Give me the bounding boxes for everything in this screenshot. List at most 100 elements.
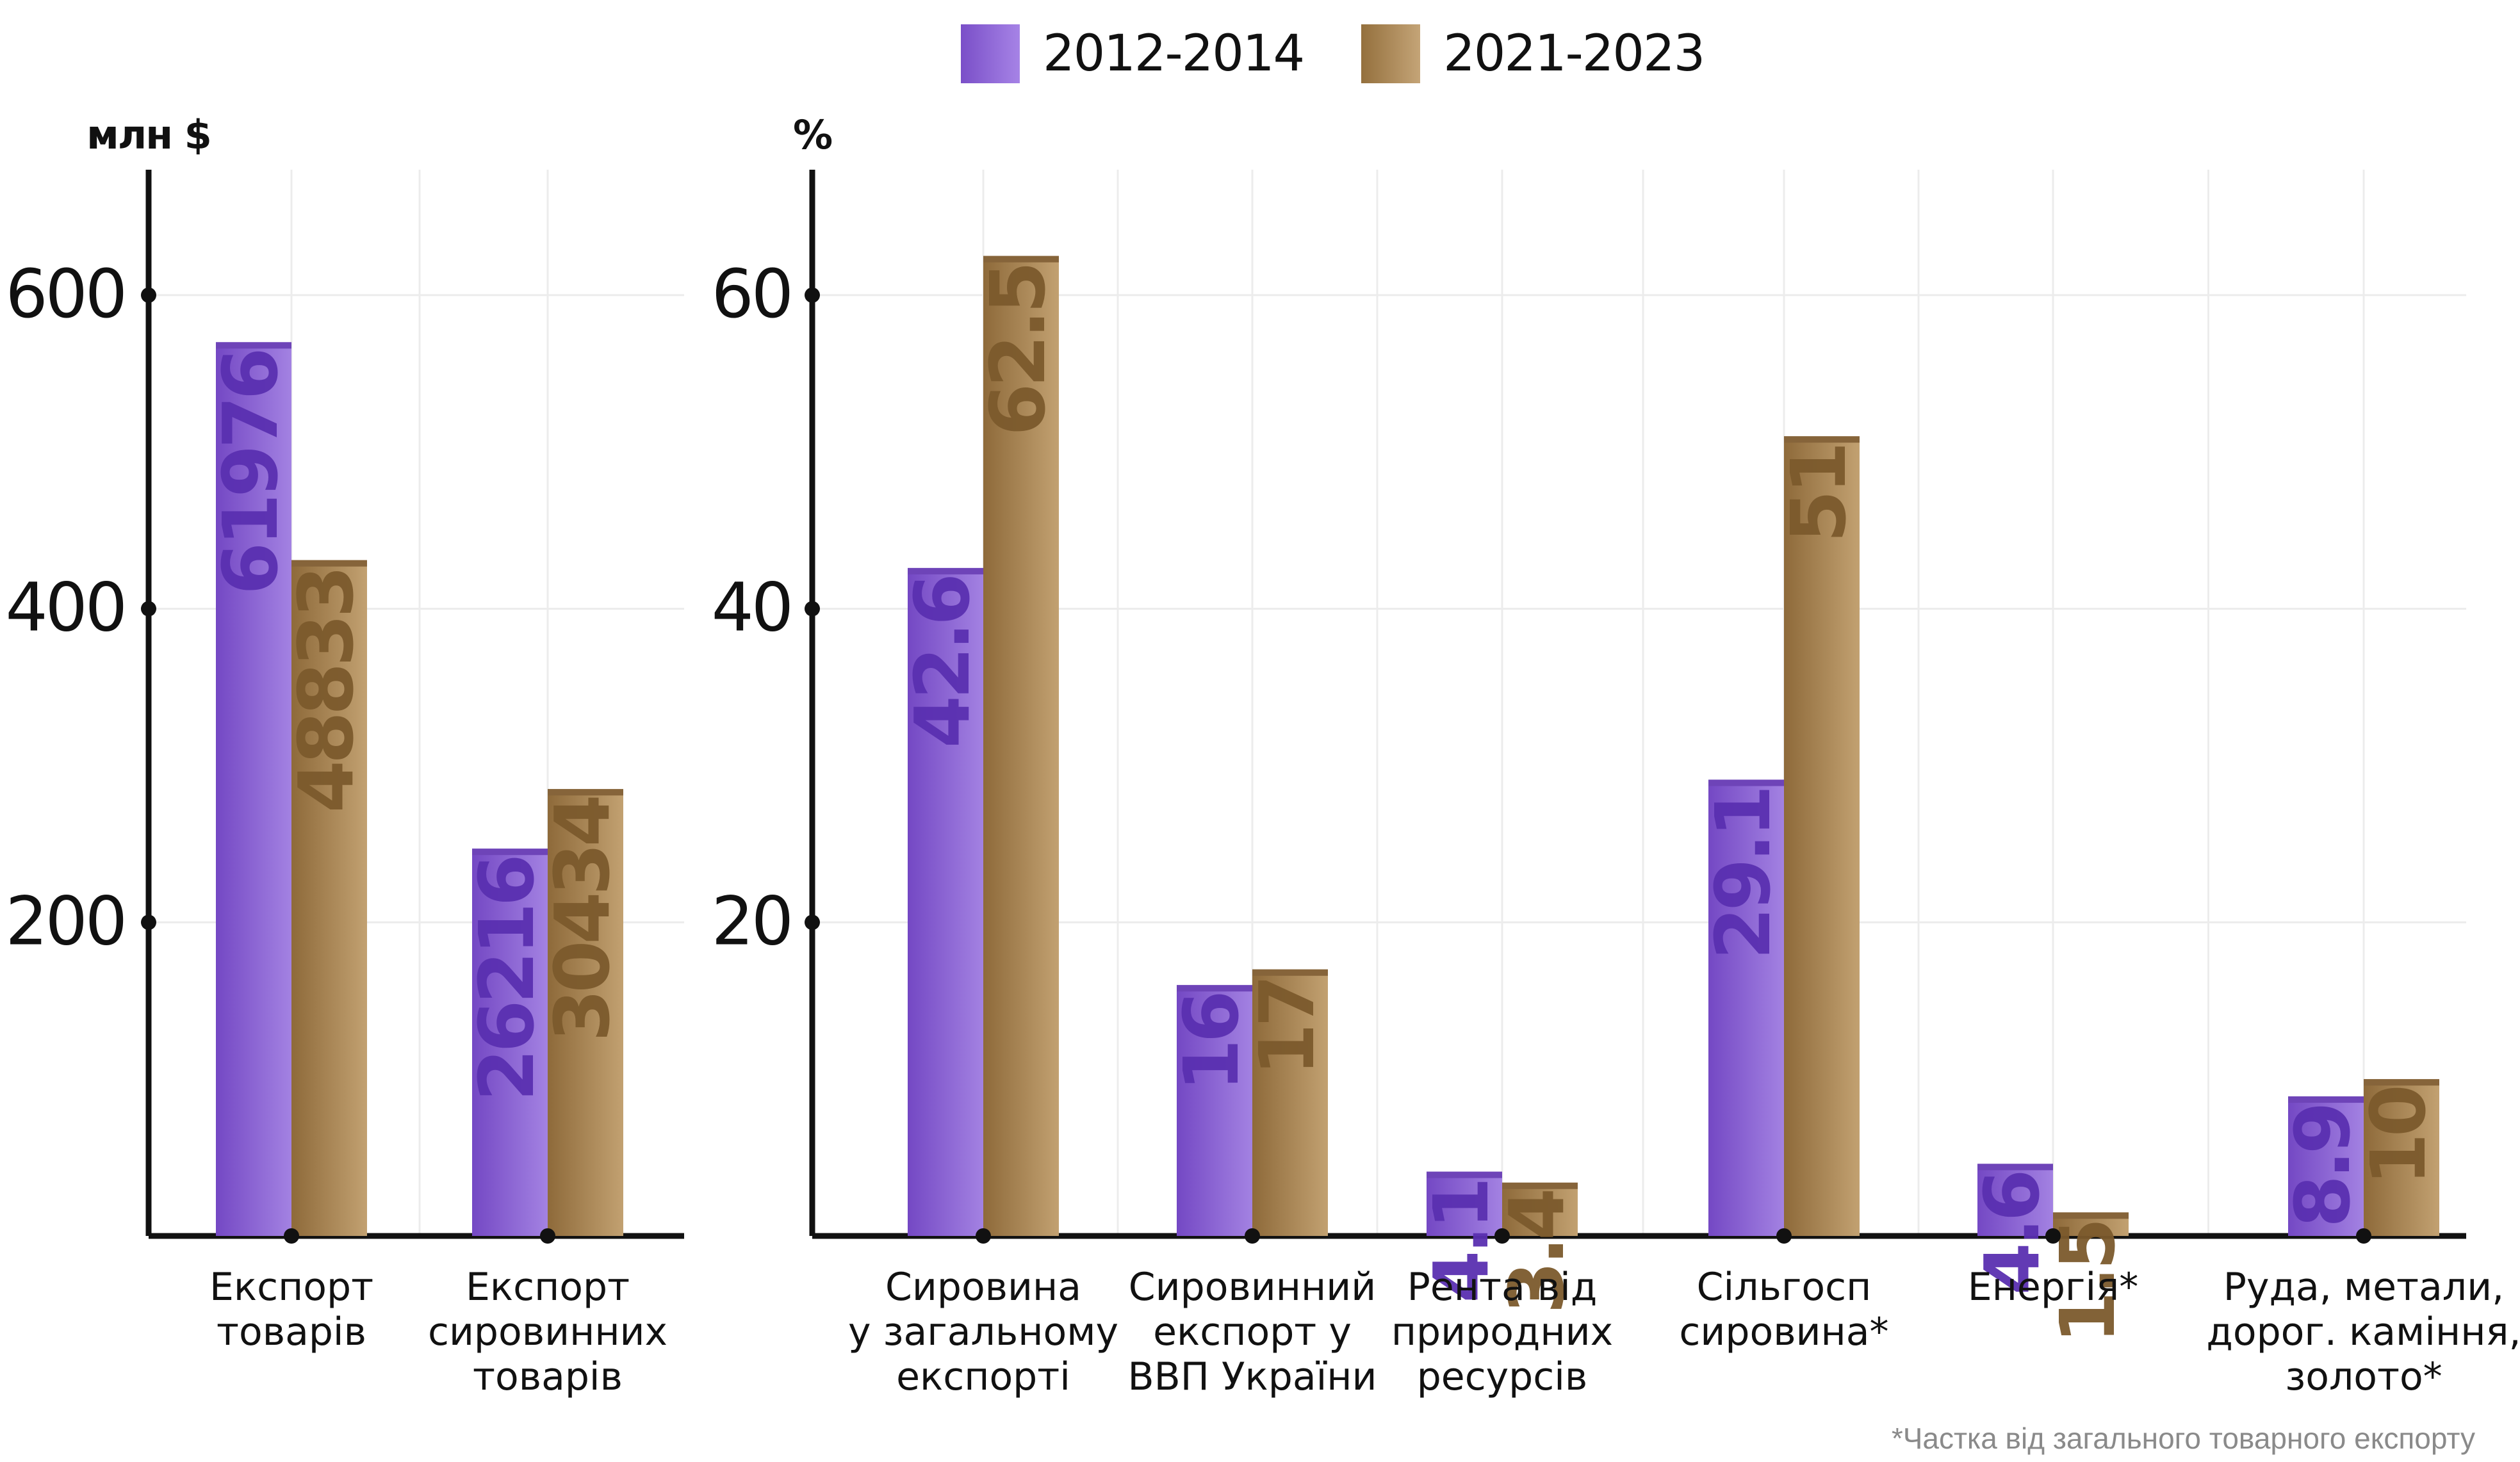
panel1-bar-label-2-series-1: 26216 [462,857,551,1101]
panel2-bar-label-1-series-1: 42.6 [898,577,986,748]
panel1-ytick-label-3: 600 [5,255,125,333]
panel2-xtick-dot-3 [1494,1228,1510,1244]
panel2-bar-6-series-1 [2288,1096,2364,1236]
panel2-bar-label-2-series-2: 17 [1243,979,1331,1076]
panel2-category-label-6-line-2: дорог. каміння, [2206,1310,2520,1354]
panel2-ytick-label-1: 20 [712,882,791,960]
panel1-bar-1-series-1 [216,342,291,1236]
panel2-bar-cap-6-series-1 [2288,1096,2364,1103]
panel1-bar-label-2-series-2: 30434 [538,797,626,1041]
legend-label-series-1: 2012-2014 [1043,25,1305,83]
legend-item-series-1: 2012-2014 [961,24,1305,83]
panel1-bar-1-series-2 [291,560,367,1236]
panel2-bar-cap-5-series-2 [2053,1212,2129,1219]
panel2-category-label-2-line-2: експорт у [1153,1310,1352,1354]
panel2-category-label-3-line-1: Рента від [1407,1265,1598,1310]
panel1-bar-2-series-1 [472,849,548,1236]
panel2-category-label-4: Сільгосп сировина* [1679,1265,1888,1354]
panel2-bar-cap-5-series-1 [1977,1164,2053,1171]
panel2-bar-3-series-2 [1502,1182,1578,1236]
legend-item-series-2: 2021-2023 [1361,24,1705,83]
panel1-bar-cap-1-series-1 [216,342,291,349]
panel2-bar-label-3-series-1: 4.1 [1417,1181,1505,1303]
panel2-bar-4-series-2 [1784,436,1860,1236]
panel1-bar-2-series-2 [548,789,623,1236]
panel2-bar-label-1-series-2: 62.5 [974,265,1062,436]
panel2-category-label-5-line-1: Енергія* [1968,1265,2138,1310]
panel1-category-label-2-line-3: товарів [473,1354,623,1399]
panel1-category-label-1-line-1: Експорт [209,1265,373,1310]
panel2-xtick-dot-4 [1776,1228,1792,1244]
panel1-category-label-1-line-2: товарів [217,1310,366,1354]
panel2-category-label-1-line-3: експорті [896,1354,1070,1399]
panel2-bar-label-5-series-2: 1.5 [2043,1221,2132,1344]
panel2-bar-3-series-1 [1427,1171,1502,1236]
panel2-category-label-2: Сировинний експорт у ВВП України [1127,1265,1377,1399]
panel2-category-label-1: Сировина у загальному експорті [848,1265,1118,1399]
legend: 2012-2014 2021-2023 [961,24,1762,83]
panel2-category-label-6-line-3: золото* [2285,1354,2442,1399]
panel1-category-label-2: Експорт сировинних товарів [428,1265,667,1399]
legend-label-series-2: 2021-2023 [1443,25,1705,83]
panel2-bar-5-series-1 [1977,1164,2053,1236]
panel1-bar-cap-2-series-2 [548,789,623,796]
panel2-xtick-dot-2 [1245,1228,1260,1244]
panel2-category-label-6: Руда, метали, дорог. каміння, золото* [2206,1265,2520,1399]
panel2-bar-label-2-series-1: 16 [1167,994,1256,1091]
panel1-bar-cap-1-series-2 [291,560,367,567]
panel1-ytick-label-2: 400 [5,569,125,647]
panel2-category-label-2-line-1: Сировинний [1129,1265,1376,1310]
panel2-bar-cap-6-series-2 [2364,1079,2439,1086]
panel2-bar-cap-2-series-2 [1252,969,1328,976]
panel1-bar-label-1-series-2: 48833 [282,569,370,813]
panel2-bar-label-4-series-2: 51 [1774,445,1863,542]
panel2-xtick-dot-6 [2356,1228,2371,1244]
panel2-ytick-label-3: 60 [712,255,791,333]
panel2-bar-cap-3-series-1 [1427,1171,1502,1178]
panel2-category-label-3-line-2: природних [1391,1310,1613,1354]
legend-swatch-series-1 [961,24,1020,83]
panel1-xtick-dot-2 [540,1228,555,1244]
panel2-bar-label-6-series-2: 10 [2354,1087,2442,1185]
panel1-category-label-2-line-1: Експорт [466,1265,630,1310]
panel1-category-label-2-line-2: сировинних [428,1310,667,1354]
panel2-bar-label-3-series-2: 3.4 [1493,1191,1581,1314]
panel2-category-label-1-line-1: Сировина [885,1265,1081,1310]
panel2-bar-label-5-series-1: 4.6 [1968,1173,2056,1295]
panel2-category-label-6-line-1: Руда, метали, [2223,1265,2504,1310]
panel2-category-label-3: Рента від природних ресурсів [1391,1265,1613,1399]
panel1-xtick-dot-1 [284,1228,299,1244]
panel2-bar-4-series-1 [1708,779,1784,1236]
footnote: *Частка від загального товарного експорт… [1891,1422,2475,1455]
panel2-ytick-label-2: 40 [712,569,791,647]
panel1-ytick-label-1: 200 [5,882,125,960]
panel2-bar-label-6-series-1: 8.9 [2279,1105,2367,1228]
panel2-category-label-5: Енергія* [1968,1265,2138,1310]
panel2-bar-cap-1-series-1 [908,567,983,574]
panel2-category-label-4-line-2: сировина* [1679,1310,1888,1354]
panel2-category-label-4-line-1: Сільгосп [1697,1265,1872,1310]
panel2-xtick-dot-1 [976,1228,991,1244]
panel2-category-label-3-line-3: ресурсів [1417,1354,1588,1399]
panel2-xtick-dot-5 [2045,1228,2061,1244]
panel2-bar-6-series-2 [2364,1079,2439,1236]
panel2-bar-cap-2-series-1 [1177,985,1252,992]
panel2-bar-2-series-2 [1252,969,1328,1236]
panel2-bar-cap-3-series-2 [1502,1182,1578,1189]
panel2-bar-2-series-1 [1177,985,1252,1236]
panel2-y-axis-label: % [793,111,832,158]
panel2-category-label-2-line-3: ВВП України [1127,1354,1377,1399]
panel1-bar-cap-2-series-1 [472,849,548,856]
panel1-y-axis-label: млн $ [86,111,211,158]
panel2-bar-cap-4-series-1 [1708,779,1784,786]
panel2-bar-cap-4-series-2 [1784,436,1860,443]
panel2-bar-1-series-2 [983,256,1059,1236]
panel1-category-label-1: Експорт товарів [209,1265,373,1354]
panel2-category-label-1-line-2: у загальному [848,1310,1118,1354]
panel2-bar-label-4-series-1: 29.1 [1699,788,1787,959]
legend-swatch-series-2 [1361,24,1421,83]
panel2-bar-1-series-1 [908,567,983,1236]
panel2-bar-cap-1-series-2 [983,256,1059,263]
